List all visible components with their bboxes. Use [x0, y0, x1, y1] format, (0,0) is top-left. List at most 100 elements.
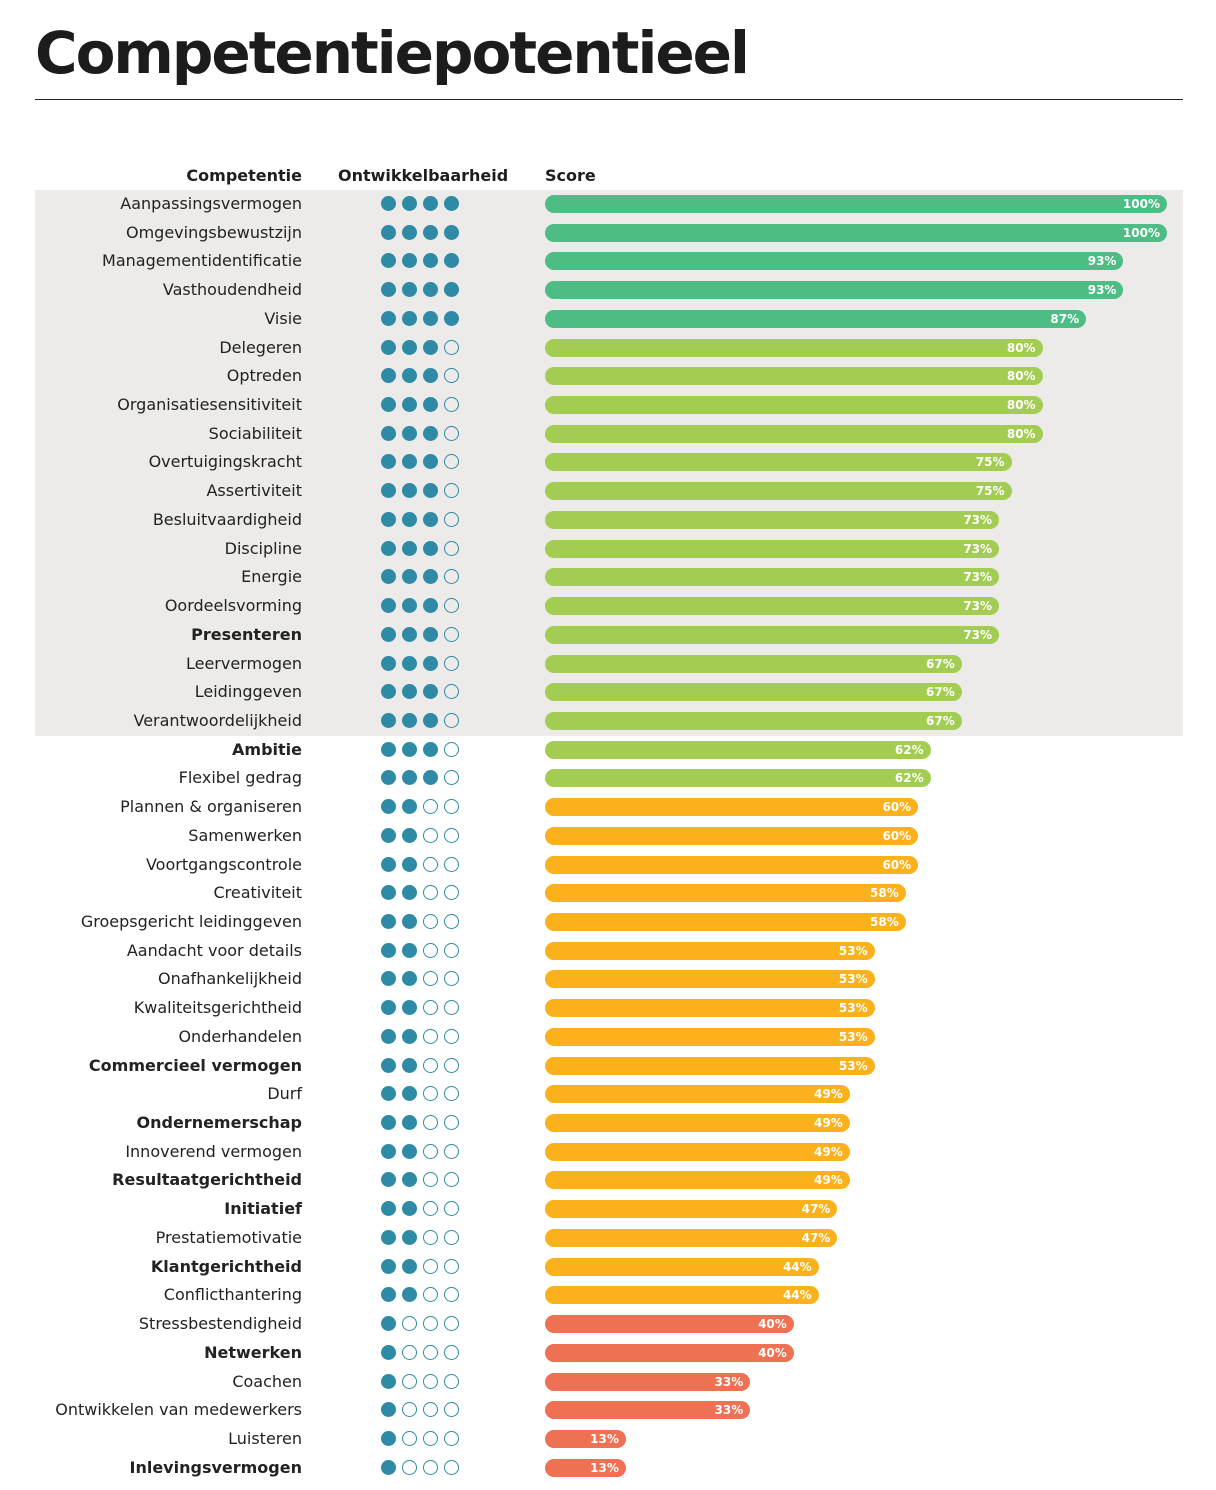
score-bar: 80% [545, 338, 1043, 357]
score-label: 53% [838, 1029, 868, 1044]
filled-dot-icon [402, 885, 417, 901]
filled-dot-icon [381, 626, 396, 642]
filled-dot-icon [423, 626, 438, 642]
empty-dot-icon [444, 1430, 459, 1446]
filled-dot-icon [381, 1028, 396, 1044]
competence-label: Managementidentificatie [102, 251, 302, 271]
chart-row: Ambitie 62% [0, 736, 1216, 765]
column-header-score: Score [545, 166, 596, 185]
filled-dot-icon [402, 224, 417, 240]
competence-label: Durf [267, 1084, 302, 1104]
empty-dot-icon [444, 368, 459, 384]
score-bar: 60% [545, 855, 919, 874]
filled-dot-icon [423, 282, 438, 298]
score-label: 73% [963, 599, 993, 614]
empty-dot-icon [444, 483, 459, 499]
competence-label: Ontwikkelen van medewerkers [55, 1400, 302, 1420]
filled-dot-icon [381, 310, 396, 326]
score-bar: 58% [545, 913, 906, 931]
filled-dot-icon [381, 1258, 396, 1274]
score-bar: 93% [545, 281, 1124, 300]
chart-row: Groepsgericht leidinggeven 58% [0, 908, 1216, 937]
filled-dot-icon [381, 483, 396, 499]
score-label: 53% [838, 972, 868, 987]
competence-label: Voortgangscontrole [145, 854, 302, 874]
competence-label: Prestatiemotivatie [155, 1227, 302, 1247]
filled-dot-icon [381, 1229, 396, 1245]
score-label: 13% [590, 1431, 619, 1446]
score-bar: 73% [545, 625, 1000, 644]
filled-dot-icon [381, 1402, 396, 1418]
score-label: 80% [1006, 340, 1036, 355]
empty-dot-icon [444, 540, 459, 556]
filled-dot-icon [381, 1143, 396, 1159]
competence-label: Initiatief [224, 1199, 302, 1219]
score-label: 53% [838, 943, 868, 958]
filled-dot-icon [444, 224, 459, 240]
chart-row: Besluitvaardigheid 73% [0, 506, 1216, 535]
filled-dot-icon [381, 425, 396, 441]
empty-dot-icon [444, 1028, 459, 1044]
score-bar: 33% [545, 1401, 751, 1420]
score-bar: 33% [545, 1372, 751, 1391]
score-bar: 67% [545, 654, 962, 673]
filled-dot-icon [423, 454, 438, 470]
empty-dot-icon [423, 1201, 438, 1217]
filled-dot-icon [402, 1000, 417, 1016]
chart-row: Commercieel vermogen 53% [0, 1052, 1216, 1081]
empty-dot-icon [423, 1086, 438, 1102]
chart-row: Leervermogen 67% [0, 650, 1216, 679]
filled-dot-icon [381, 684, 396, 700]
empty-dot-icon [423, 1057, 438, 1073]
score-label: 47% [801, 1230, 831, 1245]
filled-dot-icon [402, 741, 417, 757]
competence-label: Sociabiliteit [208, 423, 302, 443]
filled-dot-icon [423, 655, 438, 671]
chart-row: Flexibel gedrag 62% [0, 764, 1216, 793]
filled-dot-icon [381, 1430, 396, 1446]
filled-dot-icon [423, 425, 438, 441]
chart-row: Resultaatgerichtheid 49% [0, 1166, 1216, 1195]
filled-dot-icon [402, 799, 417, 815]
filled-dot-icon [423, 684, 438, 700]
empty-dot-icon [423, 1287, 438, 1303]
empty-dot-icon [423, 1402, 438, 1418]
filled-dot-icon [402, 196, 417, 211]
filled-dot-icon [381, 282, 396, 298]
competence-label: Vasthoudendheid [162, 280, 302, 300]
score-label: 100% [1122, 225, 1160, 240]
filled-dot-icon [402, 655, 417, 671]
filled-dot-icon [402, 339, 417, 355]
empty-dot-icon [423, 1430, 438, 1446]
filled-dot-icon [444, 282, 459, 298]
filled-dot-icon [402, 1057, 417, 1073]
filled-dot-icon [444, 310, 459, 326]
chart-row: Voortgangscontrole 60% [0, 851, 1216, 880]
score-bar: 49% [545, 1171, 850, 1190]
filled-dot-icon [402, 454, 417, 470]
filled-dot-icon [423, 598, 438, 614]
score-label: 53% [838, 1058, 868, 1073]
score-label: 53% [838, 1001, 868, 1016]
filled-dot-icon [381, 397, 396, 413]
score-label: 33% [714, 1374, 744, 1389]
empty-dot-icon [423, 1373, 438, 1389]
empty-dot-icon [444, 942, 459, 958]
score-bar: 53% [545, 941, 875, 960]
score-label: 67% [926, 656, 955, 671]
filled-dot-icon [402, 282, 417, 298]
filled-dot-icon [402, 971, 417, 987]
chart-row: Ontwikkelen van medewerkers 33% [0, 1396, 1216, 1425]
empty-dot-icon [423, 1143, 438, 1159]
filled-dot-icon [402, 684, 417, 700]
score-bar: 47% [545, 1228, 838, 1247]
competence-label: Optreden [226, 366, 302, 386]
empty-dot-icon [423, 1258, 438, 1274]
filled-dot-icon [381, 224, 396, 240]
score-label: 58% [870, 886, 899, 901]
score-label: 49% [814, 1087, 843, 1102]
filled-dot-icon [402, 1086, 417, 1102]
empty-dot-icon [423, 1459, 438, 1475]
competence-label: Conflicthantering [163, 1285, 302, 1305]
competence-label: Verantwoordelijkheid [133, 710, 303, 730]
